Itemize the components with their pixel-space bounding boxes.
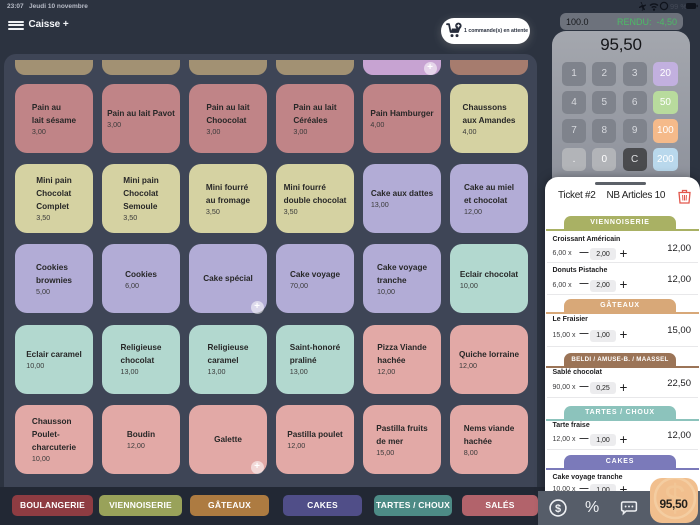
svg-text:$: $ [664,478,685,520]
svg-text:99 %: 99 % [670,2,687,11]
svg-text:$: $ [555,503,561,515]
